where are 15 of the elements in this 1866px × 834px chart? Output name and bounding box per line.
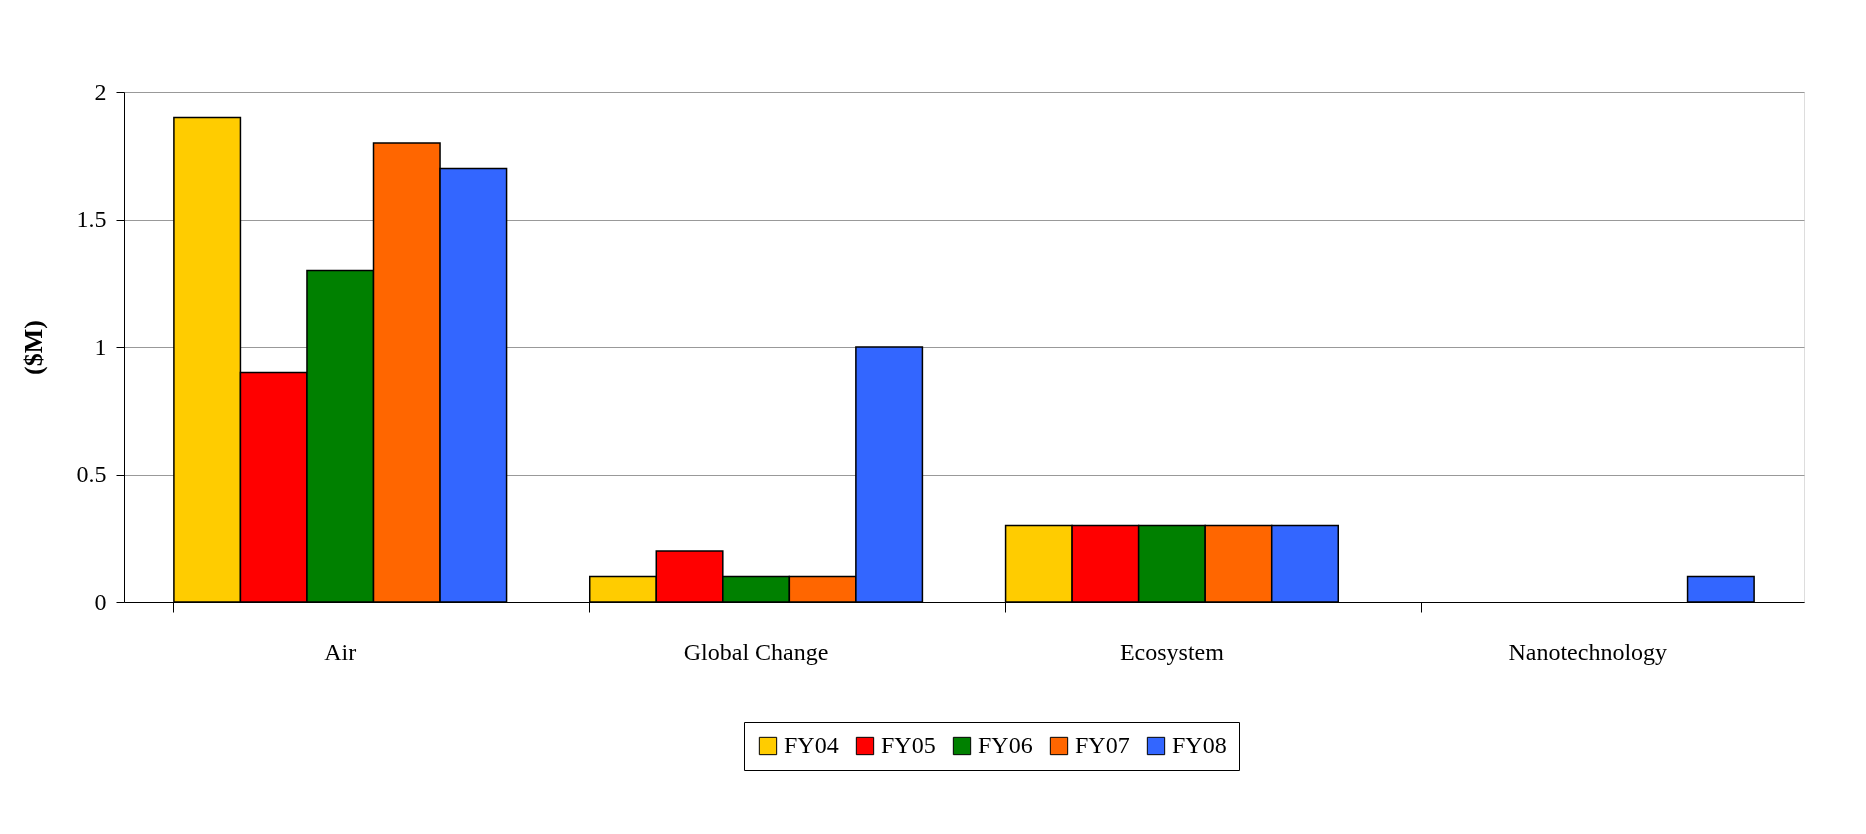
x-tick-label: Nanotechnology bbox=[1508, 638, 1668, 665]
y-axis-title: ($M) bbox=[18, 320, 48, 375]
y-tick-label: 0.5 bbox=[76, 461, 107, 487]
y-tick-label: 1.5 bbox=[76, 206, 107, 232]
legend-label: FY05 bbox=[881, 732, 936, 758]
legend-label: FY08 bbox=[1172, 732, 1227, 758]
legend-label: FY07 bbox=[1075, 732, 1130, 758]
x-tick-label: Global Change bbox=[683, 638, 829, 665]
y-tick-label: 0 bbox=[94, 588, 107, 615]
legend-label: FY04 bbox=[784, 732, 839, 758]
y-tick-label: 2 bbox=[94, 78, 107, 105]
y-tick-label: 1 bbox=[94, 333, 107, 360]
x-tick-label: Ecosystem bbox=[1119, 638, 1225, 665]
legend-label: FY06 bbox=[978, 732, 1033, 758]
x-tick-label: Air bbox=[324, 638, 357, 665]
